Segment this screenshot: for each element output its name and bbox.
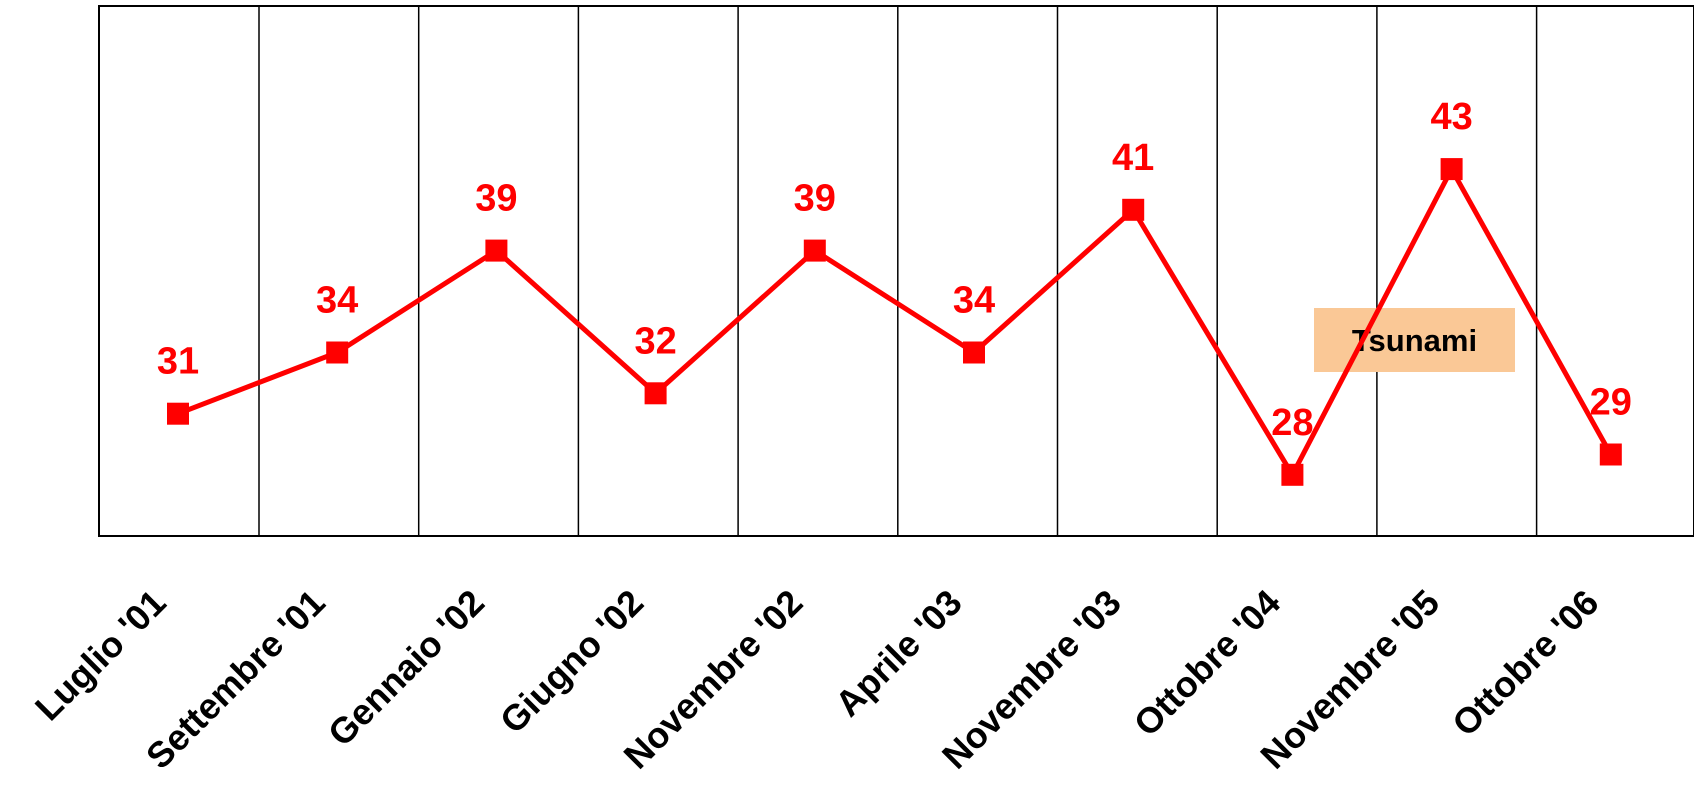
- x-tick-label: Aprile '03: [827, 582, 970, 725]
- x-tick-label: Gennaio '02: [320, 582, 492, 754]
- x-tick-label: Ottobre '04: [1126, 582, 1288, 744]
- x-tick-label: Ottobre '06: [1444, 582, 1606, 744]
- x-tick-label: Luglio '01: [27, 582, 174, 729]
- data-label-10: 29: [1590, 382, 1632, 424]
- data-label-1: 31: [157, 341, 199, 383]
- data-point-5: [803, 239, 826, 262]
- annotation-box: [1314, 308, 1515, 372]
- data-point-10: [1599, 443, 1622, 466]
- data-label-5: 39: [794, 178, 836, 220]
- data-label-7: 41: [1112, 137, 1154, 179]
- data-markers: [167, 158, 1622, 486]
- data-point-9: [1440, 158, 1463, 181]
- annotation-label: Tsunami: [1352, 323, 1477, 358]
- data-label-3: 39: [475, 178, 517, 220]
- data-point-1: [167, 402, 189, 425]
- x-tick-label: Giugno '02: [492, 582, 652, 742]
- data-point-3: [485, 239, 508, 262]
- annotations: Tsunami: [1314, 308, 1515, 372]
- data-point-6: [963, 341, 985, 364]
- plot-frame: [98, 5, 1694, 537]
- data-point-7: [1122, 198, 1145, 221]
- data-label-2: 34: [316, 280, 358, 322]
- annotation-tsunami: Tsunami: [1314, 308, 1515, 372]
- category-dividers: [258, 6, 1538, 536]
- data-label-8: 28: [1271, 402, 1313, 444]
- data-point-2: [326, 341, 349, 364]
- series-line: [177, 163, 1613, 480]
- data-point-4: [644, 382, 667, 405]
- data-labels: 31 34 39 32 39 34 41 28 43 29: [157, 96, 1632, 444]
- data-label-9: 43: [1430, 96, 1472, 138]
- data-label-6: 34: [953, 280, 995, 322]
- data-point-8: [1281, 463, 1304, 486]
- data-label-4: 32: [634, 320, 676, 362]
